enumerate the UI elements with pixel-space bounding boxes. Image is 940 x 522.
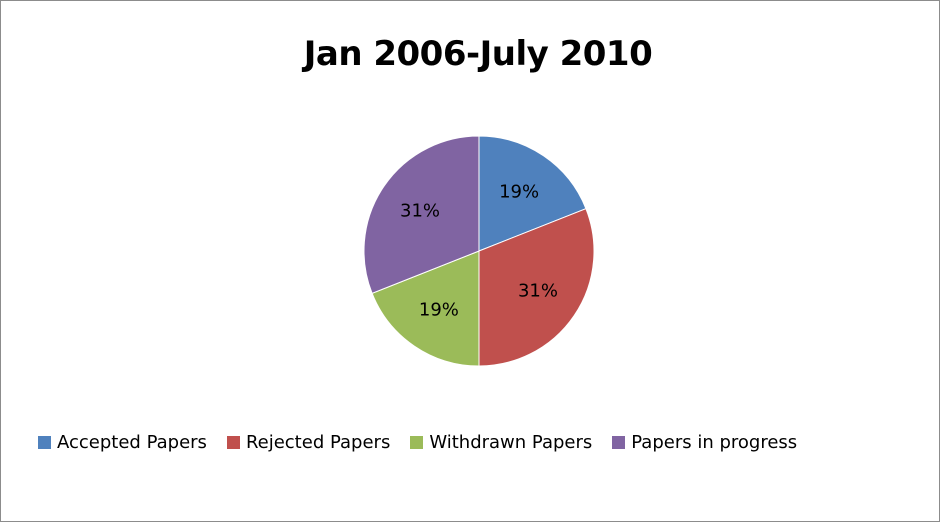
data-label: 31% bbox=[400, 200, 440, 221]
pie-labels: 19% 31% 19% 31% bbox=[400, 182, 558, 321]
legend-label: Withdrawn Papers bbox=[429, 431, 593, 453]
pie-slices bbox=[363, 135, 595, 367]
data-label: 19% bbox=[419, 299, 459, 320]
legend-label: Papers in progress bbox=[631, 431, 798, 453]
chart-title: Jan 2006-July 2010 bbox=[303, 34, 653, 74]
legend-label: Accepted Papers bbox=[57, 431, 207, 453]
legend-item: Accepted Papers bbox=[38, 432, 207, 453]
legend-swatch bbox=[226, 435, 240, 449]
pie-slice-withdrawn-papers bbox=[371, 250, 480, 367]
pie-slice-accepted-papers bbox=[478, 135, 587, 252]
legend-item: Withdrawn Papers bbox=[410, 432, 592, 453]
legend-item: Rejected Papers bbox=[226, 431, 391, 453]
legend-swatch bbox=[612, 435, 626, 449]
data-label: 19% bbox=[499, 182, 539, 203]
legend-swatch bbox=[410, 435, 424, 449]
pie-slice-papers-in-progress bbox=[363, 135, 480, 294]
legend-label: Rejected Papers bbox=[245, 431, 391, 453]
chart-legend: Accepted Papers Rejected Papers Withdrawn … bbox=[38, 430, 797, 454]
legend-item: Papers in progress bbox=[612, 432, 797, 453]
data-label: 31% bbox=[518, 281, 558, 302]
legend-swatch bbox=[38, 435, 51, 449]
pie-slice-rejected-papers bbox=[478, 208, 595, 367]
